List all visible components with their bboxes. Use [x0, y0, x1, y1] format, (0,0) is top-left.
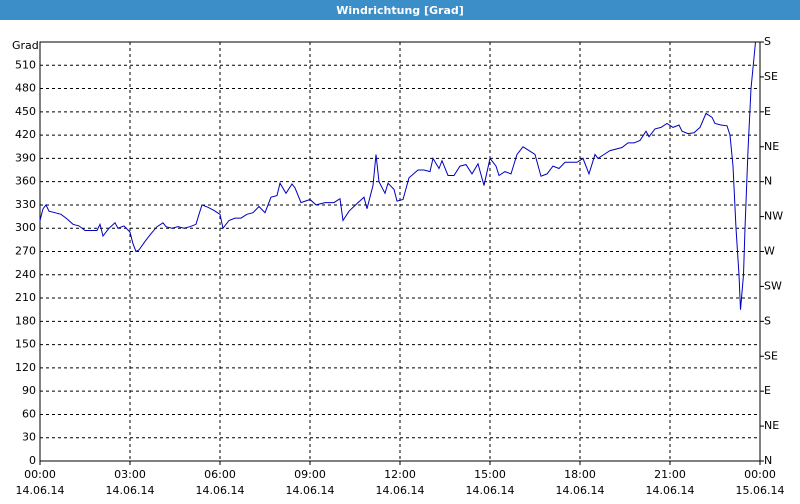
x-tick-label: 09:00	[294, 468, 326, 481]
y2-tick-label: W	[764, 245, 775, 258]
y-tick-label: 60	[22, 407, 36, 420]
y2-tick-label: N	[764, 175, 772, 188]
y-tick-label: 480	[15, 82, 36, 95]
y-tick-label: 90	[22, 384, 36, 397]
x-tick-date: 14.06.14	[286, 484, 335, 497]
y-tick-label: 390	[15, 151, 36, 164]
y2-tick-label: SE	[764, 70, 778, 83]
y-tick-label: 420	[15, 128, 36, 141]
y2-tick-label: S	[764, 314, 771, 327]
y-tick-label: 330	[15, 198, 36, 211]
y-tick-label: 360	[15, 175, 36, 188]
x-tick-label: 15:00	[474, 468, 506, 481]
y-tick-label: 210	[15, 291, 36, 304]
y2-tick-label: S	[764, 35, 771, 48]
y-tick-label: 0	[29, 454, 36, 467]
y2-tick-label: E	[764, 384, 771, 397]
y-tick-label: 30	[22, 431, 36, 444]
y-tick-label: 180	[15, 314, 36, 327]
title-bar	[0, 0, 800, 20]
x-tick-date: 14.06.14	[466, 484, 515, 497]
x-tick-date: 14.06.14	[376, 484, 425, 497]
x-tick-label: 00:00	[24, 468, 56, 481]
x-tick-label: 18:00	[564, 468, 596, 481]
x-tick-date: 14.06.14	[196, 484, 245, 497]
x-tick-label: 06:00	[204, 468, 236, 481]
x-tick-date: 14.06.14	[556, 484, 605, 497]
x-tick-date: 14.06.14	[16, 484, 65, 497]
y-tick-label: 450	[15, 105, 36, 118]
y-tick-label: 240	[15, 268, 36, 281]
y2-tick-label: NE	[764, 419, 779, 432]
y2-tick-label: NW	[764, 210, 783, 223]
x-tick-label: 03:00	[114, 468, 146, 481]
x-tick-label: 21:00	[654, 468, 686, 481]
y-tick-label: 300	[15, 221, 36, 234]
x-tick-date: 14.06.14	[646, 484, 695, 497]
x-tick-label: 00:00	[744, 468, 776, 481]
y-axis-label: Grad	[12, 39, 39, 52]
y2-tick-label: NE	[764, 140, 779, 153]
y-tick-label: 120	[15, 361, 36, 374]
y2-tick-label: E	[764, 105, 771, 118]
x-tick-date: 15.06.14	[736, 484, 785, 497]
y-tick-label: 150	[15, 338, 36, 351]
y2-tick-label: SW	[764, 279, 782, 292]
y2-tick-label: N	[764, 454, 772, 467]
data-line	[39, 41, 756, 310]
x-tick-label: 12:00	[384, 468, 416, 481]
chart-title: Windrichtung [Grad]	[336, 4, 464, 17]
y-tick-label: 510	[15, 58, 36, 71]
x-tick-date: 14.06.14	[106, 484, 155, 497]
y2-tick-label: SE	[764, 349, 778, 362]
y-tick-label: 270	[15, 245, 36, 258]
